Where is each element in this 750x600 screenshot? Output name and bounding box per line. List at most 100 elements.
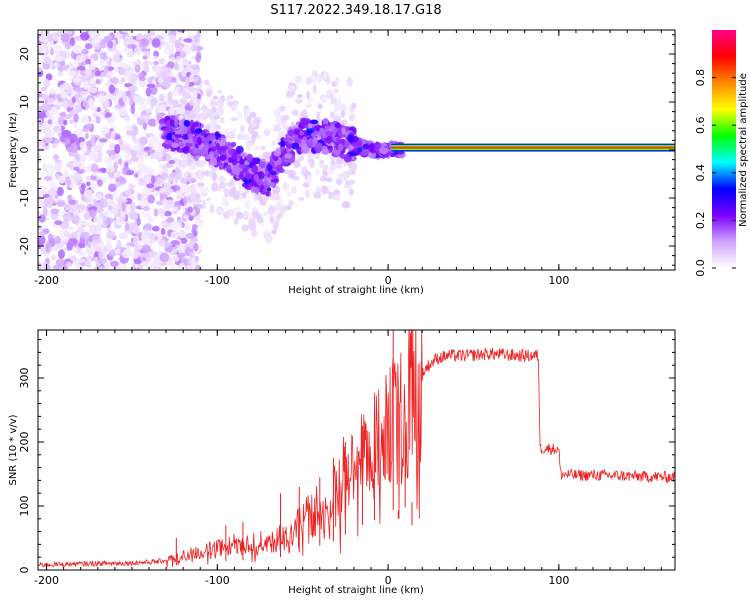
- heatmap-cell: [167, 175, 173, 184]
- heatmap-cell: [201, 111, 209, 121]
- heatmap-cell: [125, 130, 135, 136]
- heatmap-cell: [96, 194, 103, 200]
- heatmap-cell: [42, 137, 52, 144]
- heatmap-cell: [120, 111, 128, 116]
- heatmap-cell: [320, 95, 328, 103]
- heatmap-cell: [93, 145, 103, 152]
- heatmap-cell: [328, 191, 333, 200]
- heatmap-cell: [344, 139, 350, 148]
- heatmap-cell: [74, 258, 85, 264]
- heatmap-cell: [175, 55, 181, 63]
- heatmap-cell: [301, 108, 308, 118]
- heatmap-cell: [214, 131, 220, 140]
- heatmap-cell: [253, 174, 260, 182]
- heatmap-cell: [84, 42, 93, 50]
- heatmap-cell: [230, 128, 237, 134]
- heatmap-cell: [61, 99, 69, 109]
- heatmap-cell: [233, 195, 240, 200]
- heatmap-cell: [315, 111, 321, 121]
- heatmap-cell: [97, 141, 105, 147]
- heatmap-cell: [325, 89, 334, 99]
- heatmap-cell: [196, 112, 203, 120]
- heatmap-cell: [89, 78, 97, 85]
- heatmap-cell: [193, 75, 199, 83]
- heatmap-cell: [183, 195, 188, 205]
- heatmap-cell: [78, 242, 86, 249]
- heatmap-cell: [325, 75, 331, 85]
- heatmap-cell: [56, 199, 66, 208]
- heatmap-cell: [94, 70, 102, 77]
- heatmap-cell: [70, 142, 79, 153]
- heatmap-cell: [136, 192, 142, 201]
- heatmap-cell: [220, 137, 226, 143]
- heatmap-cell: [246, 153, 254, 161]
- heatmap-cell: [298, 154, 305, 161]
- heatmap-cell: [333, 193, 341, 201]
- heatmap-cell: [341, 127, 346, 135]
- heatmap-cell: [43, 78, 50, 89]
- heatmap-cell: [299, 131, 305, 136]
- heatmap-cell: [53, 61, 59, 69]
- heatmap-cell: [112, 190, 119, 201]
- heatmap-cell: [121, 30, 132, 33]
- heatmap-cell: [319, 127, 325, 133]
- heatmap-cell: [80, 182, 86, 190]
- heatmap-cell: [119, 264, 127, 270]
- heatmap-cell: [203, 79, 210, 86]
- heatmap-cell: [211, 146, 218, 151]
- y-tick-label: 300: [18, 368, 31, 389]
- heatmap-cell: [177, 72, 183, 79]
- heatmap-cell: [101, 111, 106, 116]
- heatmap-cell: [175, 86, 181, 91]
- heatmap-cell: [54, 161, 63, 171]
- heatmap-cell: [287, 129, 294, 137]
- heatmap-cell: [51, 143, 57, 149]
- heatmap-cell: [347, 169, 353, 176]
- heatmap-cell: [207, 91, 212, 96]
- heatmap-cell: [174, 166, 180, 176]
- heatmap-cell: [195, 198, 203, 204]
- heatmap-cell: [243, 105, 248, 111]
- heatmap-cell: [70, 255, 77, 262]
- heatmap-cell: [183, 145, 190, 152]
- heatmap-cell: [63, 119, 68, 126]
- heatmap-cell: [166, 132, 173, 140]
- heatmap-cell: [159, 252, 170, 263]
- heatmap-cell: [203, 136, 210, 146]
- snr-xlabel: Height of straight line (km): [288, 585, 424, 596]
- heatmap-cell: [175, 190, 183, 197]
- heatmap-cell: [141, 244, 151, 253]
- heatmap-cell: [131, 60, 136, 67]
- heatmap-cell: [91, 37, 101, 44]
- heatmap-cell: [67, 204, 77, 214]
- heatmap-cell: [230, 141, 237, 147]
- heatmap-cell: [276, 164, 283, 173]
- heatmap-cell: [343, 171, 349, 177]
- heatmap-cell: [339, 154, 349, 159]
- heatmap-cell: [323, 117, 329, 127]
- heatmap-cell: [118, 158, 123, 165]
- heatmap-cell: [362, 144, 370, 150]
- heatmap-cell: [147, 216, 154, 224]
- heatmap-cell: [98, 266, 106, 270]
- heatmap-cell: [271, 229, 277, 235]
- heatmap-cell: [349, 162, 358, 172]
- heatmap-cell: [109, 260, 120, 268]
- snr-ylabel: SNR (10 * v/v): [8, 414, 19, 485]
- heatmap-cell: [216, 106, 224, 117]
- heatmap-cell: [236, 111, 243, 119]
- heatmap-cell: [99, 51, 105, 60]
- heatmap-cell: [101, 198, 108, 203]
- heatmap-cell: [83, 221, 89, 227]
- x-tick-label: 0: [385, 574, 392, 587]
- heatmap-cell: [105, 240, 112, 251]
- heatmap-cell: [256, 216, 264, 224]
- heatmap-cell: [84, 68, 92, 77]
- colorbar-ticks: 0.0 0.2 0.4 0.6 0.8: [694, 69, 736, 277]
- heatmap-cell: [53, 154, 59, 162]
- heatmap-cell: [212, 95, 219, 100]
- spectrogram-xlabel: Height of straight line (km): [288, 285, 424, 296]
- heatmap-cell: [324, 177, 333, 182]
- heatmap-cell: [186, 264, 194, 270]
